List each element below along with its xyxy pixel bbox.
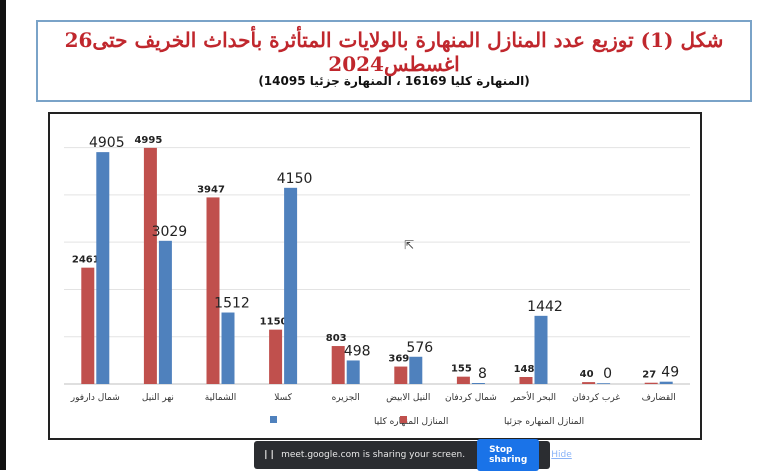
bar-partial [644,382,658,384]
category-label: النيل الابيض [386,393,430,403]
bar-full [471,383,485,384]
category-label: كسلا [274,393,292,403]
data-label-full: 8 [478,366,487,382]
bar-full [597,383,611,384]
data-label-full: 0 [603,366,612,382]
legend-swatch [270,416,277,423]
chart-title: شكل (1) توزيع عدد المنازل المنهارة بالول… [64,28,724,76]
mouse-cursor-icon: ⇱ [404,238,415,252]
window-edge [0,0,6,470]
data-label-partial: 155 [451,364,472,375]
bar-partial [331,346,345,384]
bar-full [659,381,673,384]
bar-full [346,360,360,384]
data-label-partial: 4995 [134,135,162,146]
share-status-text: meet.google.com is sharing your screen. [281,450,466,460]
chart-subtitle: (المنهارة كليا 16169 ، المنهارة جزئيا 14… [258,74,530,88]
data-label-partial: 3947 [197,184,225,195]
category-label: شمال كردفان [445,393,497,403]
bar-partial [582,382,596,384]
legend-swatch [400,416,407,423]
hide-link[interactable]: Hide [551,450,572,460]
data-label-full: 4150 [277,171,313,187]
data-label-full: 1512 [214,296,250,312]
category-label: البحر الأحمر [510,391,556,403]
bar-chart: 2461 4905 شمال دارفور 4995 3029 نهر النيل 3947… [64,135,690,427]
bar-partial [269,329,283,384]
screen-share-bar: ❙❙ meet.google.com is sharing your scree… [254,439,572,471]
data-label-partial: 40 [580,369,594,380]
bar-partial [206,197,220,384]
bar-full [284,187,298,384]
category-label: شمال دارفور [70,393,120,403]
bar-full [221,312,235,384]
category-label: القضارف [642,393,676,403]
data-label-partial: 148 [514,364,535,375]
data-label-partial: 2461 [72,255,100,266]
bar-partial [143,147,157,384]
data-label-full: 576 [406,340,433,356]
bar-full [534,315,548,384]
bar-partial [394,366,408,384]
bar-full [96,152,110,384]
data-label-partial: 369 [388,354,409,365]
data-label-partial: 803 [326,333,347,344]
category-label: غرب كردفان [572,393,620,403]
chart-frame: 2461 4905 شمال دارفور 4995 3029 نهر النيل 3947… [48,112,702,440]
data-label-partial: 27 [642,370,656,381]
pause-icon[interactable]: ❙❙ [262,450,276,460]
bar-full [158,240,172,384]
category-label: الجزيره [332,393,360,403]
data-label-partial: 1150 [260,317,288,328]
data-label-full: 49 [661,365,679,381]
legend-label: المنازل المنهاره جزئيا [504,417,584,427]
stop-sharing-button[interactable]: Stop sharing [477,439,540,471]
category-label: نهر النيل [142,393,174,403]
bar-full [409,356,423,384]
bar-partial [456,376,470,384]
data-label-full: 1442 [527,299,563,315]
data-label-full: 498 [344,343,371,359]
data-label-full: 3029 [152,224,188,240]
legend-label: المنازل المنهاره كليا [374,417,448,427]
bar-partial [519,377,533,384]
title-box: شكل (1) توزيع عدد المنازل المنهارة بالول… [36,20,752,102]
category-label: الشمالية [205,393,237,403]
bar-partial [81,267,95,384]
data-label-full: 4905 [89,135,125,151]
